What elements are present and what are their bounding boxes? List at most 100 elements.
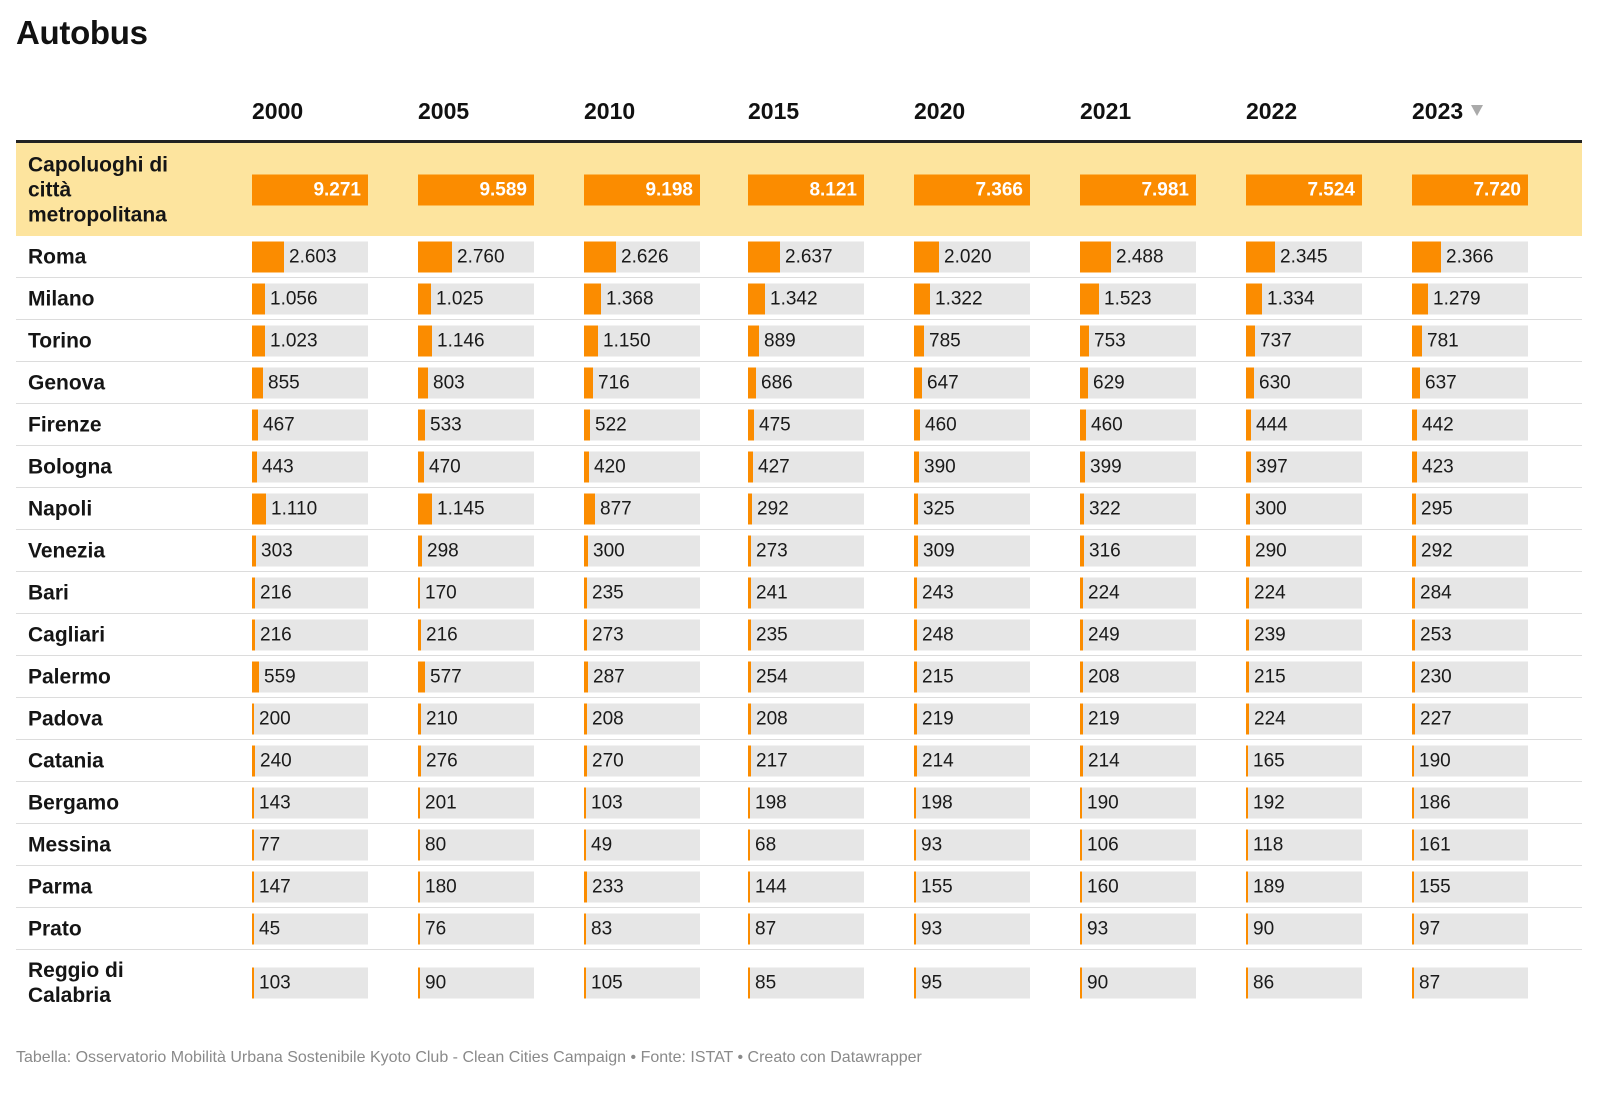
bar-fill <box>748 325 759 356</box>
column-header-2023[interactable]: 2023 <box>1412 98 1484 125</box>
bar-value-label: 2.626 <box>621 246 669 267</box>
bar-fill <box>1412 913 1414 944</box>
bar-fill <box>914 451 919 482</box>
bar-cell: 190 <box>1080 787 1196 818</box>
bar-value-label: 201 <box>425 792 457 813</box>
bar-value-label: 2.603 <box>289 246 337 267</box>
bar-fill <box>418 967 420 998</box>
bar-fill <box>1412 871 1414 902</box>
bar-value-label: 522 <box>595 414 627 435</box>
bar-fill <box>1412 829 1414 860</box>
bar-value-label: 210 <box>426 708 458 729</box>
bar-cell: 290 <box>1246 535 1362 566</box>
bar-cell: 686 <box>748 367 864 398</box>
bar-value-label: 753 <box>1094 330 1126 351</box>
column-header-2020[interactable]: 2020 <box>914 98 965 125</box>
bar-value-label: 93 <box>1087 918 1109 939</box>
row-label: Padova <box>28 707 103 730</box>
bar-value-label: 160 <box>1087 876 1119 897</box>
bar-fill <box>748 967 750 998</box>
bar-value-label: 273 <box>592 624 624 645</box>
bar-value-label: 214 <box>1088 750 1120 771</box>
table-row: Torino 1.023 1.146 1.150 889 785 753 737 781 <box>16 320 1582 362</box>
bar-fill <box>418 283 431 314</box>
row-label: Palermo <box>28 665 111 688</box>
table-row: Parma 147 180 233 144 155 160 189 155 <box>16 866 1582 908</box>
bar-cell: 87 <box>748 913 864 944</box>
bar-cell: 475 <box>748 409 864 440</box>
bar-fill <box>914 871 916 902</box>
bar-cell: 186 <box>1412 787 1528 818</box>
bar-value-label: 103 <box>591 792 623 813</box>
bar-value-label: 300 <box>1255 498 1287 519</box>
bar-value-label: 217 <box>756 750 788 771</box>
table-row: Genova 855 803 716 686 647 629 630 637 <box>16 362 1582 404</box>
bar-value-label: 189 <box>1253 876 1285 897</box>
bar-cell: 90 <box>1080 967 1196 998</box>
bar-value-label: 76 <box>425 918 447 939</box>
bar-fill <box>1080 577 1083 608</box>
bar-fill <box>584 871 587 902</box>
bar-cell: 224 <box>1246 577 1362 608</box>
bar-cell: 1.368 <box>584 283 700 314</box>
bar-value-label: 1.523 <box>1104 288 1152 309</box>
column-header-2005[interactable]: 2005 <box>418 98 469 125</box>
bar-fill <box>418 703 421 734</box>
bar-fill <box>1246 745 1248 776</box>
bar-fill <box>252 493 266 524</box>
column-header-2022[interactable]: 2022 <box>1246 98 1297 125</box>
bar-fill <box>1412 661 1415 692</box>
bar-value-label: 192 <box>1253 792 1285 813</box>
row-label: Torino <box>28 329 92 352</box>
bar-value-label: 143 <box>259 792 291 813</box>
bar-cell: 737 <box>1246 325 1362 356</box>
bar-cell: 83 <box>584 913 700 944</box>
sort-descending-icon[interactable] <box>1471 105 1484 117</box>
bar-cell: 227 <box>1412 703 1528 734</box>
row-label: Genova <box>28 371 106 394</box>
bar-cell: 198 <box>914 787 1030 818</box>
bar-cell: 215 <box>914 661 1030 692</box>
bar-fill <box>748 409 754 440</box>
bar-fill <box>1246 325 1255 356</box>
bar-value-label: 253 <box>1420 624 1452 645</box>
bar-fill <box>1080 493 1084 524</box>
bar-value-label: 325 <box>923 498 955 519</box>
bar-fill <box>418 367 428 398</box>
bar-cell: 90 <box>1246 913 1362 944</box>
bar-cell: 2.626 <box>584 241 700 272</box>
bar-cell: 460 <box>1080 409 1196 440</box>
bar-value-label: 90 <box>1253 918 1275 939</box>
bar-cell: 2.760 <box>418 241 534 272</box>
table-row: Padova 200 210 208 208 219 219 224 227 <box>16 698 1582 740</box>
column-header-2015[interactable]: 2015 <box>748 98 799 125</box>
bar-value-label: 2.366 <box>1446 246 1494 267</box>
bar-fill <box>418 871 420 902</box>
table-row: Prato 45 76 83 87 93 93 90 97 <box>16 908 1582 950</box>
bar-value-label: 68 <box>755 834 777 855</box>
bar-cell: 87 <box>1412 967 1528 998</box>
column-header-2000[interactable]: 2000 <box>252 98 303 125</box>
bar-fill <box>1412 967 1414 998</box>
row-label: Parma <box>28 875 93 898</box>
column-header-2021[interactable]: 2021 <box>1080 98 1131 125</box>
column-header-2010[interactable]: 2010 <box>584 98 635 125</box>
bar-fill <box>252 913 254 944</box>
bar-value-label: 577 <box>430 666 462 687</box>
bar-cell: 1.322 <box>914 283 1030 314</box>
bar-fill <box>1412 703 1415 734</box>
bar-fill <box>1080 967 1082 998</box>
bar-cell: 9.198 <box>584 174 700 205</box>
bar-fill <box>252 535 256 566</box>
bar-value-label: 93 <box>921 918 943 939</box>
bar-cell: 235 <box>748 619 864 650</box>
bar-cell: 239 <box>1246 619 1362 650</box>
column-header-label: 2010 <box>584 98 636 124</box>
bar-value-label: 235 <box>592 582 624 603</box>
bar-value-label: 785 <box>929 330 961 351</box>
bar-fill <box>252 451 257 482</box>
bar-cell: 233 <box>584 871 700 902</box>
bar-fill <box>748 493 752 524</box>
bar-value-label: 1.110 <box>271 498 318 519</box>
bar-cell: 240 <box>252 745 368 776</box>
